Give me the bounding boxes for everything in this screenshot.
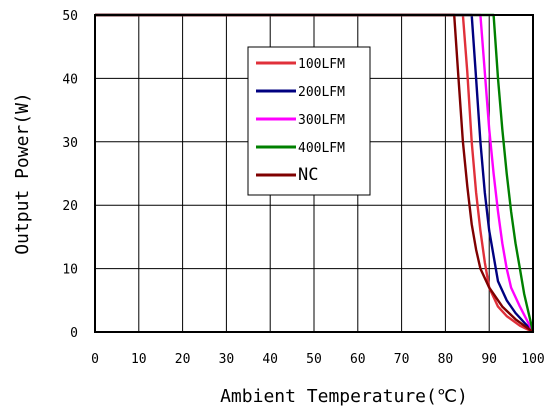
series-line-200lfm [95,13,534,333]
x-axis-label: Ambient Temperature(℃) [220,386,468,407]
x-tick-label-1: 10 [131,352,147,367]
y-tick-label-3: 30 [62,136,78,151]
y-tick-label-1: 10 [62,263,78,278]
x-tick-label-2: 20 [175,352,191,367]
y-tick-label-0: 0 [70,326,78,341]
legend-label-nc: NC [298,165,318,185]
x-tick-label-10: 100 [521,352,544,367]
series-line-400lfm [95,13,535,333]
series-line-nc [95,13,534,333]
x-tick-label-9: 90 [481,352,497,367]
x-tick-label-5: 50 [306,352,322,367]
x-tick-label-4: 40 [262,352,278,367]
legend-label-100lfm: 100LFM [298,57,345,72]
legend-label-400lfm: 400LFM [298,141,345,156]
y-tick-label-2: 20 [62,199,78,214]
x-tick-label-0: 0 [91,352,99,367]
y-tick-label-4: 40 [62,72,78,87]
legend-box [247,46,371,196]
y-axis-label: Output Power(W) [12,92,33,255]
y-tick-labels: 0 10 20 30 40 50 [62,9,78,341]
x-tick-labels: 0 10 20 30 40 50 60 70 80 90 100 [91,352,545,367]
y-tick-label-5: 50 [62,9,78,24]
x-tick-label-6: 60 [350,352,366,367]
x-tick-label-3: 30 [219,352,235,367]
x-tick-label-8: 80 [438,352,454,367]
legend-label-300lfm: 300LFM [298,113,345,128]
series-lines [95,13,535,334]
plot-frame [94,14,534,333]
legend-label-200lfm: 200LFM [298,85,345,100]
series-line-300lfm [95,13,535,333]
series-line-100lfm [95,13,534,334]
legend: 100LFM 200LFM 300LFM 400LFM NC [247,46,371,196]
x-tick-label-7: 70 [394,352,410,367]
